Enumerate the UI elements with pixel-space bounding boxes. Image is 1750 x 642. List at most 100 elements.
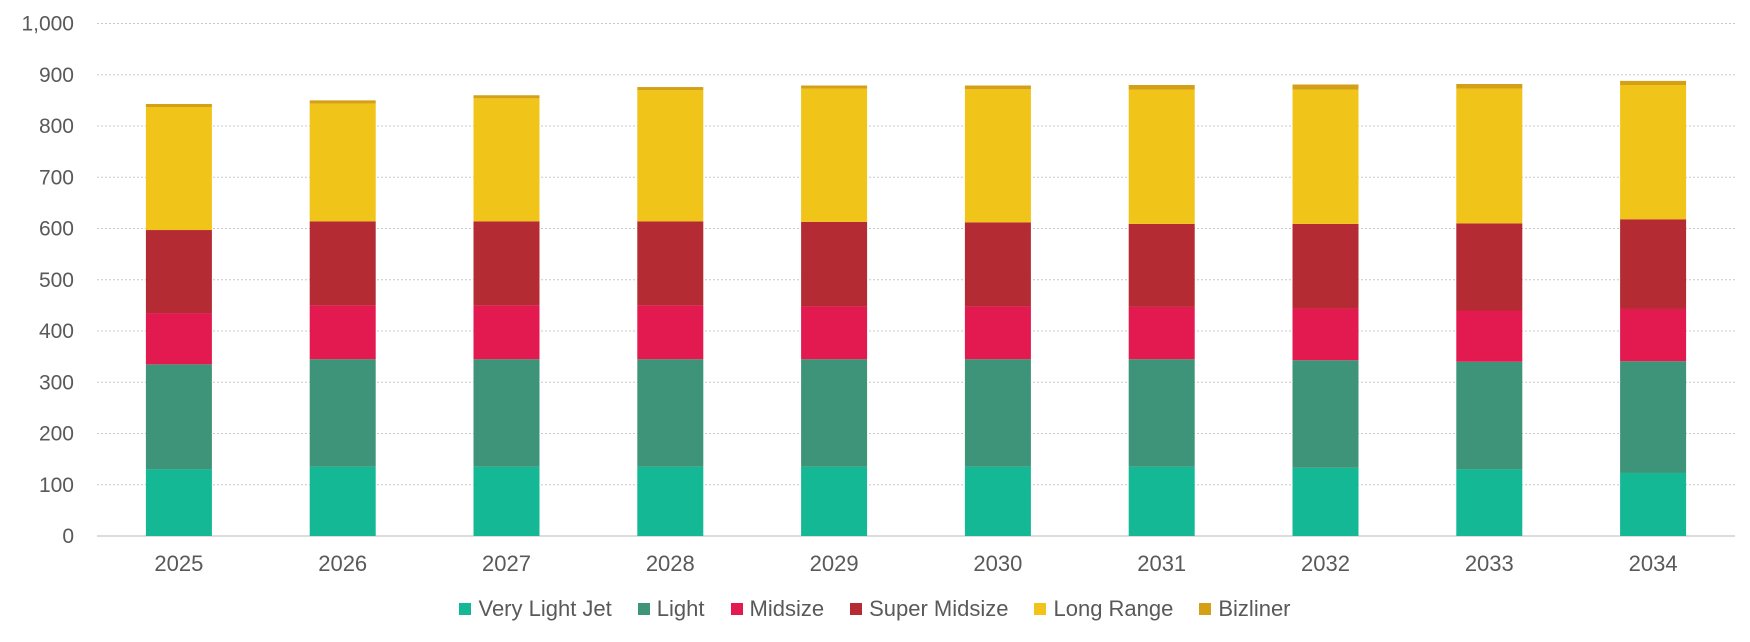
bar-segment [637,305,704,360]
bar-segment [1292,89,1359,224]
bar-segment [964,89,1031,223]
x-tick-label: 2030 [973,551,1022,576]
bar-segment [473,359,540,467]
bars [145,80,1687,536]
legend-item: Midsize [730,596,825,622]
x-tick-label: 2025 [154,551,203,576]
bar-segment [637,87,704,91]
legend: Very Light Jet Light Midsize Super Midsize L… [0,596,1750,622]
bar-segment [1128,466,1195,536]
y-tick-label: 1,000 [21,13,74,36]
y-tick-label: 900 [39,64,74,87]
legend-swatch [1199,603,1212,615]
legend-item: Bizliner [1199,596,1291,622]
y-axis-ticks: 0 100 200 300 400 500 600 700 800 900 1,000 [21,13,74,549]
bar-segment [964,306,1031,360]
bar-segment [1456,310,1523,362]
x-tick-label: 2027 [482,551,531,576]
bar-segment [145,313,212,365]
bar-segment [309,221,376,306]
bar-segment [1292,223,1359,309]
bar-segment [309,305,376,360]
legend-item: Long Range [1034,596,1173,622]
bar-segment [1620,308,1687,362]
bar-segment [964,222,1031,307]
y-tick-label: 200 [39,423,74,446]
bar-segment [473,305,540,360]
bar-segment [801,88,868,222]
y-tick-label: 500 [39,269,74,292]
bar-segment [1620,85,1687,220]
y-tick-label: 300 [39,371,74,394]
bar-segment [1292,84,1359,90]
bar-segment [309,100,376,104]
bar-segment [145,469,212,536]
y-tick-label: 0 [62,525,74,548]
bar-segment [1128,359,1195,467]
y-tick-label: 600 [39,218,74,241]
bar-segment [1292,467,1359,536]
bar-segment [145,230,212,314]
bar-segment [964,466,1031,536]
bar-segment [1128,306,1195,360]
bar-segment [473,466,540,536]
bar-segment [637,90,704,222]
bar-segment [473,95,540,99]
bar-segment [1456,469,1523,536]
x-axis-ticks: 2025 2026 2027 2028 2029 2030 2031 2032 2033 2034 [154,551,1677,576]
bar-segment [1128,89,1195,224]
bar-segment [309,466,376,536]
legend-swatch [730,603,743,615]
bar-segment [1456,361,1523,470]
x-tick-label: 2033 [1465,551,1514,576]
bar-segment [1620,472,1687,536]
bar-segment [1292,308,1359,361]
bar-segment [637,221,704,306]
bar-segment [145,364,212,470]
bar-segment [1128,223,1195,307]
legend-item: Super Midsize [850,596,1008,622]
bar-segment [309,103,376,222]
legend-swatch [637,603,650,615]
legend-label: Midsize [749,596,825,621]
bar-segment [1620,361,1687,473]
y-tick-label: 700 [39,166,74,189]
x-tick-label: 2026 [318,551,367,576]
legend-label: Light [656,596,705,621]
bar-segment [145,103,212,108]
x-tick-label: 2034 [1629,551,1678,576]
legend-item: Very Light Jet [459,596,612,622]
bar-segment [801,85,868,89]
bar-segment [1456,88,1523,224]
bar-segment [473,221,540,306]
legend-label: Bizliner [1218,596,1291,621]
legend-item: Light [637,596,705,622]
bar-segment [1456,83,1523,89]
bar-segment [801,221,868,307]
y-tick-label: 400 [39,320,74,343]
bar-segment [1292,360,1359,468]
bar-segment [1456,223,1523,311]
legend-label: Super Midsize [869,596,1009,621]
bar-segment [964,359,1031,467]
x-tick-label: 2028 [646,551,695,576]
legend-swatch [459,603,472,615]
legend-label: Long Range [1053,596,1174,621]
bar-segment [1620,80,1687,85]
legend-swatch [1034,603,1047,615]
bar-segment [145,107,212,231]
x-tick-label: 2029 [810,551,859,576]
bar-segment [637,466,704,536]
bar-segment [801,306,868,360]
legend-swatch [850,603,863,615]
bar-segment [309,359,376,467]
legend-label: Very Light Jet [478,596,612,621]
x-tick-label: 2032 [1301,551,1350,576]
bar-segment [964,85,1031,90]
bar-segment [473,98,540,222]
bar-segment [1620,219,1687,309]
bar-segment [637,359,704,467]
bar-segment [801,466,868,536]
y-tick-label: 100 [39,474,74,497]
